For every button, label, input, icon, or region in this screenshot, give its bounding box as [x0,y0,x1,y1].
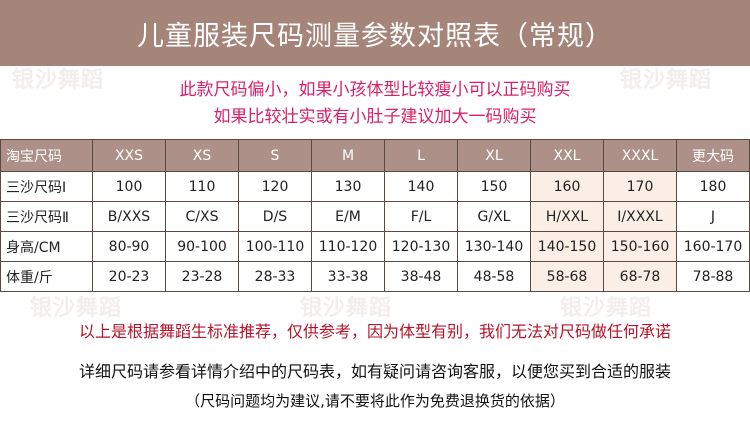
row-label: 体重/斤 [0,261,93,292]
size-notice-line1: 此款尺码偏小，如果小孩体型比较瘦小可以正码购买 [179,80,571,100]
table-cell: 90-100 [165,231,239,262]
table-cell: 160-170 [676,231,750,262]
table-cell: 180 [676,171,750,202]
size-notice-line2: 如果比较壮实或有小肚子建议加大一码购买 [213,107,537,127]
table-cell: 78-88 [676,261,750,292]
table-row: 体重/斤 20-23 23-28 28-33 33-38 38-48 48-58 58-68 6… [0,261,750,292]
table-cell: XL [457,139,531,172]
row-label: 淘宝尺码 [0,139,93,172]
page-title: 儿童服装尺码测量参数对照表（常规） [137,20,613,52]
table-cell: 33-38 [311,261,385,292]
table-cell: M [311,139,385,172]
table-cell: 110 [165,171,239,202]
table-cell: XXXL [603,139,677,172]
table-cell: C/XS [165,201,239,232]
table-cell: 120 [238,171,312,202]
table-row: 三沙尺码Ⅱ B/XXS C/XS D/S E/M F/L G/XL H/XXL I/XXXL J [0,201,750,232]
table-cell: 48-58 [457,261,531,292]
table-cell: E/M [311,201,385,232]
row-label: 身高/CM [0,231,93,262]
table-cell: B/XXS [92,201,166,232]
table-cell: L [384,139,458,172]
table-cell: D/S [238,201,312,232]
table-cell: 23-28 [165,261,239,292]
disclaimer-text: 以上是根据舞蹈生标准推荐，仅供参考，因为体型有别，我们无法对尺码做任何承诺 [78,322,671,341]
row-label: 三沙尺码Ⅱ [0,201,93,232]
table-cell: F/L [384,201,458,232]
table-cell: S [238,139,312,172]
table-cell: 100 [92,171,166,202]
table-cell: 38-48 [384,261,458,292]
consult-text: 详细尺码请参看详情介绍中的尺码表，如有疑问请咨询客服，以便您买到合适的服装 [78,362,671,381]
table-cell: 120-130 [384,231,458,262]
table-row: 淘宝尺码 XXS XS S M L XL XXL XXXL 更大码 [0,139,750,172]
table-cell: 110-120 [311,231,385,262]
table-cell: 更大码 [676,139,750,172]
table-cell: 140-150 [530,231,604,262]
table-cell: 58-68 [530,261,604,292]
title-banner: 儿童服装尺码测量参数对照表（常规） [0,0,750,66]
table-cell: 28-33 [238,261,312,292]
table-cell: 130-140 [457,231,531,262]
table-row: 三沙尺码Ⅰ 100 110 120 130 140 150 160 170 180 [0,171,750,202]
table-cell: J [676,201,750,232]
table-cell: XS [165,139,239,172]
size-chart-table: 淘宝尺码 XXS XS S M L XL XXL XXXL 更大码 三沙尺码Ⅰ 100 110 120 13… [0,139,750,292]
table-cell: H/XXL [530,201,604,232]
table-cell: XXS [92,139,166,172]
table-cell: 80-90 [92,231,166,262]
table-cell: 20-23 [92,261,166,292]
table-cell: 170 [603,171,677,202]
table-cell: 130 [311,171,385,202]
table-row: 身高/CM 80-90 90-100 100-110 110-120 120-130 130… [0,231,750,262]
table-cell: 100-110 [238,231,312,262]
table-cell: 150 [457,171,531,202]
table-cell: 68-78 [603,261,677,292]
table-cell: 140 [384,171,458,202]
table-cell: I/XXXL [603,201,677,232]
table-cell: XXL [530,139,604,172]
row-label: 三沙尺码Ⅰ [0,171,93,202]
table-cell: 160 [530,171,604,202]
table-cell: G/XL [457,201,531,232]
table-cell: 150-160 [603,231,677,262]
return-policy-note: （尺码问题均为建议,请不要将此作为免费退换货的依据） [185,392,565,410]
